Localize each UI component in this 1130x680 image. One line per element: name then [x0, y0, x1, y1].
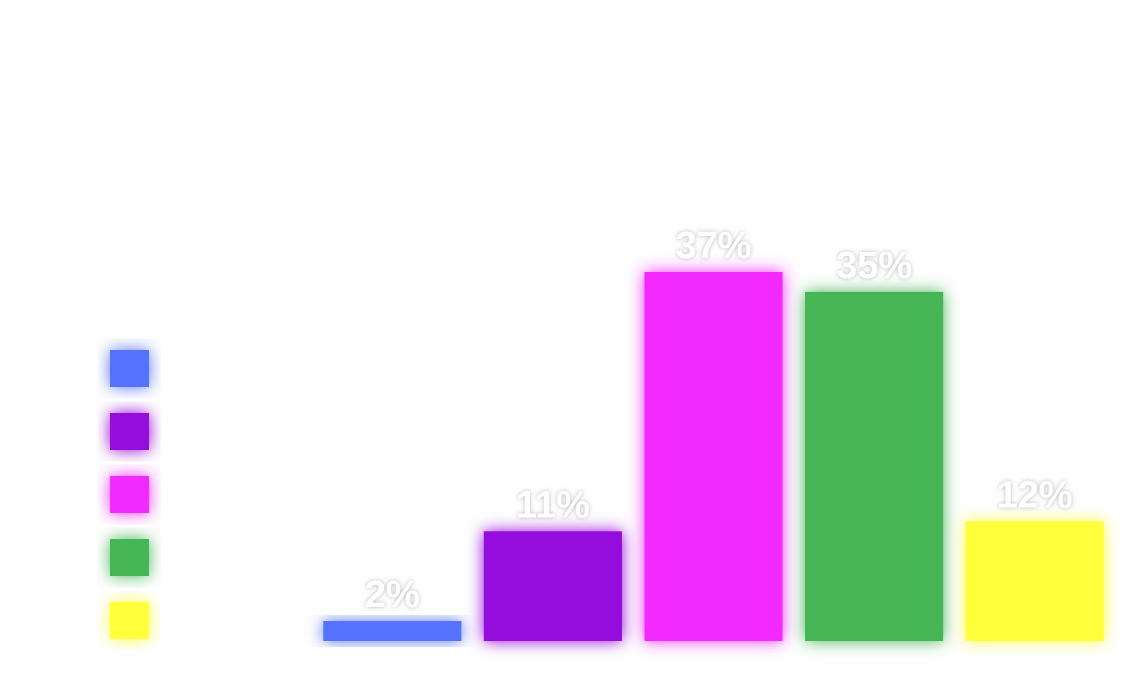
legend-swatch: [110, 413, 149, 450]
legend-swatch: [110, 602, 149, 639]
legend-swatch: [110, 350, 149, 387]
value-label: 37%: [675, 225, 751, 267]
value-label: 2%: [365, 574, 420, 616]
bar: [805, 291, 944, 641]
value-label: 11%: [516, 484, 590, 526]
bar: [483, 531, 622, 641]
value-label: 12%: [997, 474, 1073, 516]
legend-swatch: [110, 539, 149, 576]
bar: [644, 272, 783, 641]
legend-swatch: [110, 476, 149, 513]
bar: [965, 521, 1104, 641]
bar: [323, 621, 462, 641]
value-label: 35%: [836, 245, 912, 287]
